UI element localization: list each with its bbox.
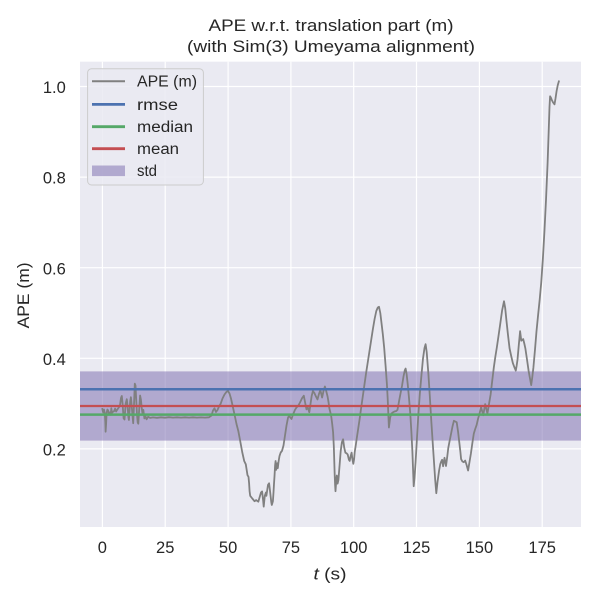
svg-text:25: 25 xyxy=(156,539,174,557)
svg-text:1.0: 1.0 xyxy=(43,79,66,97)
svg-text:std: std xyxy=(137,163,157,180)
svg-text:0.6: 0.6 xyxy=(43,260,66,278)
svg-text:rmse: rmse xyxy=(137,97,178,114)
svg-text:(with Sim(3) Umeyama alignment: (with Sim(3) Umeyama alignment) xyxy=(187,38,475,56)
svg-text:APE (m): APE (m) xyxy=(14,262,33,328)
svg-text:mean: mean xyxy=(137,141,179,158)
svg-text:APE w.r.t. translation part (m: APE w.r.t. translation part (m) xyxy=(209,17,454,35)
svg-text:APE (m): APE (m) xyxy=(137,74,197,91)
svg-text:0.8: 0.8 xyxy=(43,170,66,188)
svg-text:0: 0 xyxy=(98,539,107,557)
svg-text:150: 150 xyxy=(466,539,494,557)
svg-text:75: 75 xyxy=(282,539,300,557)
svg-text:0.4: 0.4 xyxy=(43,351,66,369)
svg-text:median: median xyxy=(137,119,193,136)
svg-text:125: 125 xyxy=(403,539,431,557)
svg-text:t (s): t (s) xyxy=(314,564,347,583)
svg-text:50: 50 xyxy=(219,539,237,557)
svg-text:175: 175 xyxy=(528,539,556,557)
svg-text:0.2: 0.2 xyxy=(43,442,66,460)
svg-text:100: 100 xyxy=(340,539,368,557)
